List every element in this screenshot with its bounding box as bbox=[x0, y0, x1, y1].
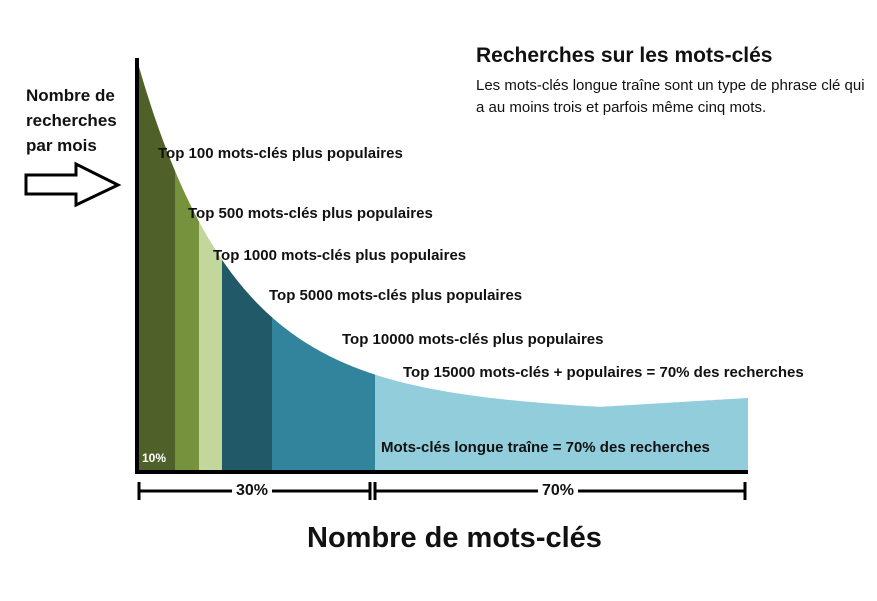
chart-description: Les mots-clés longue traîne sont un type… bbox=[476, 77, 865, 116]
area-segment-6 bbox=[375, 374, 748, 470]
area-segment-3 bbox=[222, 259, 272, 470]
area-segment-1 bbox=[175, 170, 199, 470]
bracket-label-70: 70% bbox=[538, 482, 579, 500]
area-segment-0 bbox=[139, 67, 175, 470]
bracket-label-30: 30% bbox=[232, 482, 273, 500]
segment-label-top-500: Top 500 mots-clés plus populaires bbox=[188, 205, 433, 222]
segment-label-top-5000: Top 5000 mots-clés plus populaires bbox=[269, 287, 523, 304]
inside-bar-label: 10% bbox=[142, 451, 167, 465]
segment-label-top-1000: Top 1000 mots-clés plus populaires bbox=[213, 247, 467, 264]
area-segment-4 bbox=[272, 317, 375, 470]
y-axis-arrow-icon bbox=[24, 161, 122, 208]
segment-label-top-100: Top 100 mots-clés plus populaires bbox=[158, 145, 403, 162]
chart-title: Recherches sur les mots-clés bbox=[476, 44, 773, 67]
area-segment-2 bbox=[199, 221, 222, 470]
y-axis-label: Nombre de recherches par mois bbox=[26, 86, 117, 155]
segment-label-top-15000: Top 15000 mots-clés + populaires = 70% d… bbox=[403, 364, 804, 381]
chart-areas bbox=[139, 67, 748, 470]
x-axis-label: Nombre de mots-clés bbox=[307, 522, 602, 554]
segment-label-top-10000: Top 10000 mots-clés plus populaires bbox=[342, 331, 604, 348]
segment-label-long-tail: Mots-clés longue traîne = 70% des recher… bbox=[381, 439, 710, 456]
